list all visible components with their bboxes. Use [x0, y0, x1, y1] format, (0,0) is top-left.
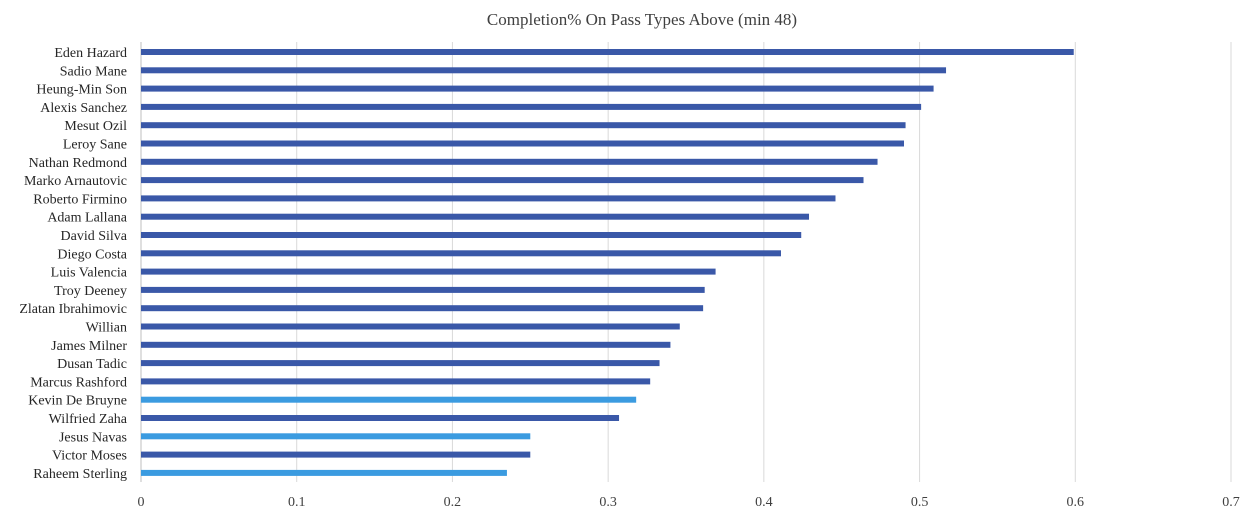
- category-label: Jesus Navas: [59, 430, 127, 445]
- bar: [141, 67, 947, 74]
- bar: [141, 195, 836, 202]
- gridlines: [140, 42, 1232, 482]
- bar: [141, 250, 781, 257]
- bar: [141, 140, 904, 147]
- category-labels: Eden Hazard Sadio Mane Heung-Min Son Alexis…: [19, 46, 127, 482]
- bar: [141, 85, 934, 92]
- bar: [141, 103, 922, 110]
- category-label: Mesut Ozil: [64, 119, 127, 134]
- x-axis-tick-labels: 0 0.1 0.2 0.3 0.4 0.5 0.6 0.7: [138, 495, 1240, 510]
- category-label: Sadio Mane: [60, 64, 127, 79]
- bar: [141, 232, 802, 238]
- x-tick-label: 0.5: [911, 495, 929, 510]
- category-label: Zlatan Ibrahimovic: [19, 302, 127, 317]
- category-label: Alexis Sanchez: [40, 101, 127, 116]
- category-label: Heung-Min Son: [36, 83, 127, 98]
- x-tick-label: 0.7: [1222, 495, 1240, 510]
- category-label: Roberto Firmino: [33, 192, 127, 207]
- x-tick-label: 0.6: [1067, 495, 1085, 510]
- category-label: David Silva: [61, 229, 128, 244]
- x-tick-label: 0.3: [599, 495, 617, 510]
- category-label: Leroy Sane: [63, 138, 127, 153]
- bar: [141, 268, 716, 275]
- category-label: Marcus Rashford: [30, 375, 127, 390]
- bar: [141, 433, 531, 440]
- bar: [141, 415, 620, 421]
- bar: [141, 396, 637, 403]
- category-label: Willian: [86, 321, 127, 336]
- x-tick-label: 0.2: [444, 495, 462, 510]
- bar: [141, 122, 906, 129]
- category-label: Nathan Redmond: [29, 156, 127, 171]
- bar: [141, 177, 864, 184]
- bar: [141, 286, 705, 293]
- category-label: Eden Hazard: [54, 46, 127, 61]
- category-label: Raheem Sterling: [33, 467, 127, 482]
- category-label: Dusan Tadic: [57, 357, 127, 372]
- bar: [141, 360, 660, 367]
- bar: [141, 323, 680, 330]
- category-label: Kevin De Bruyne: [28, 394, 127, 409]
- bar: [141, 213, 810, 220]
- x-tick-label: 0.4: [755, 495, 773, 510]
- bar: [141, 378, 651, 385]
- category-label: Adam Lallana: [47, 211, 127, 226]
- bar: [141, 158, 878, 165]
- category-label: James Milner: [51, 339, 127, 354]
- x-tick-label: 0: [138, 495, 145, 510]
- chart-title: Completion% On Pass Types Above (min 48): [487, 10, 797, 29]
- category-label: Troy Deeney: [54, 284, 127, 299]
- bar: [141, 49, 1074, 55]
- category-label: Victor Moses: [52, 449, 127, 464]
- bar: [141, 341, 671, 348]
- bars: [141, 49, 1074, 476]
- category-label: Wilfried Zaha: [49, 412, 128, 427]
- category-label: Diego Costa: [57, 247, 127, 262]
- bar: [141, 305, 704, 312]
- x-tick-label: 0.1: [288, 495, 306, 510]
- bar: [141, 451, 531, 458]
- bar: [141, 469, 507, 476]
- category-label: Marko Arnautovic: [24, 174, 127, 189]
- category-label: Luis Valencia: [51, 266, 128, 281]
